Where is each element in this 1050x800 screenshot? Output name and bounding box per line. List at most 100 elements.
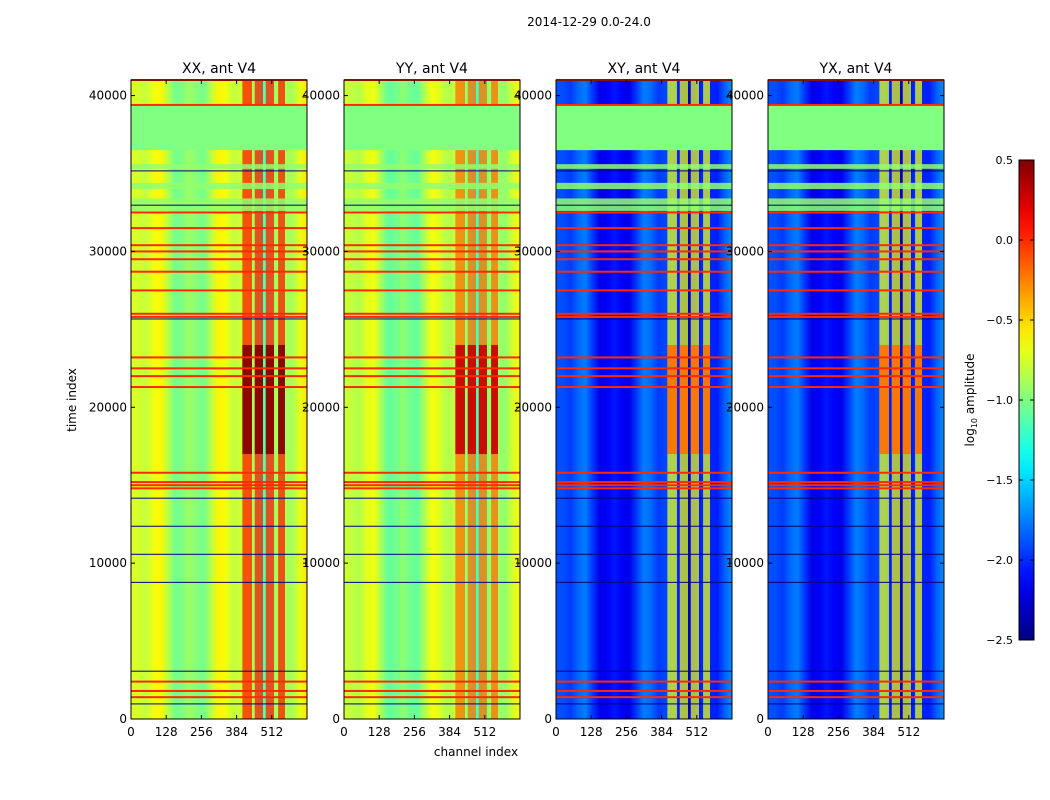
panel-frame bbox=[130, 79, 308, 720]
dark-row bbox=[556, 581, 732, 583]
rfi-hot-region bbox=[254, 344, 263, 455]
rfi-hot-region bbox=[902, 344, 911, 455]
bright-row bbox=[344, 211, 520, 214]
dark-row bbox=[556, 670, 732, 672]
bright-row bbox=[344, 270, 520, 273]
y-tick-label: 20000 bbox=[89, 400, 127, 414]
dark-row bbox=[344, 170, 520, 172]
bright-row bbox=[344, 315, 520, 318]
panel-3: XY, ant V4 0 128 256 384 512 0 10000 20000 30000 4… bbox=[514, 61, 733, 739]
dark-row bbox=[344, 204, 520, 206]
rfi-hot-region bbox=[679, 344, 688, 455]
gap-band bbox=[556, 182, 732, 190]
rfi-hot-region bbox=[491, 344, 498, 455]
gap-band bbox=[556, 164, 732, 169]
bright-row bbox=[131, 386, 307, 389]
dark-row bbox=[344, 581, 520, 583]
colorbar-label: log10 amplitude bbox=[963, 354, 979, 447]
bright-row bbox=[344, 689, 520, 692]
panel-frame bbox=[343, 79, 521, 720]
bright-row bbox=[131, 211, 307, 214]
bright-row bbox=[344, 258, 520, 261]
rfi-hot-region bbox=[690, 344, 699, 455]
dark-row bbox=[768, 525, 944, 527]
colorbar-tick-label: −2.0 bbox=[986, 554, 1013, 567]
bright-row bbox=[344, 680, 520, 683]
bright-row bbox=[344, 250, 520, 253]
bright-row bbox=[344, 375, 520, 378]
rfi-hot-region bbox=[891, 344, 900, 455]
bright-row bbox=[768, 367, 944, 370]
bright-row bbox=[344, 367, 520, 370]
bright-row bbox=[556, 315, 732, 318]
panels: XX, ant V4 0 128 256 384 512 0 10000 20000 30000 4… bbox=[89, 61, 945, 739]
x-tick-label: 128 bbox=[580, 725, 603, 739]
bright-row bbox=[768, 356, 944, 359]
gap-band bbox=[344, 164, 520, 169]
dark-row bbox=[768, 581, 944, 583]
colorbar-tick-label: 0.5 bbox=[996, 154, 1014, 167]
dark-row bbox=[131, 581, 307, 583]
bright-row bbox=[556, 680, 732, 683]
rfi-hot-region bbox=[703, 344, 710, 455]
x-tick-label: 0 bbox=[552, 725, 560, 739]
colorbar-tick-label: −1.0 bbox=[986, 394, 1013, 407]
bright-row bbox=[131, 244, 307, 247]
y-tick-label: 20000 bbox=[302, 400, 340, 414]
bright-row bbox=[131, 103, 307, 106]
rfi-hot-region bbox=[667, 344, 677, 455]
y-tick-label: 0 bbox=[544, 712, 552, 726]
bright-row bbox=[768, 471, 944, 474]
dark-row bbox=[131, 703, 307, 705]
x-tick-label: 512 bbox=[260, 725, 283, 739]
bright-row bbox=[768, 696, 944, 699]
bright-row bbox=[556, 103, 732, 106]
gap-band bbox=[131, 164, 307, 169]
y-tick-label: 10000 bbox=[302, 556, 340, 570]
panel-frame bbox=[767, 79, 945, 720]
panel-title: YX, ant V4 bbox=[819, 61, 893, 77]
y-tick-label: 40000 bbox=[89, 89, 127, 103]
bright-row bbox=[131, 250, 307, 253]
panel-4: YX, ant V4 0 128 256 384 512 0 10000 20000 30000 4… bbox=[726, 61, 945, 739]
bright-row bbox=[556, 471, 732, 474]
bright-row bbox=[131, 367, 307, 370]
rfi-hot-region bbox=[879, 344, 889, 455]
bright-row bbox=[131, 487, 307, 490]
bright-row bbox=[768, 315, 944, 318]
x-tick-label: 128 bbox=[368, 725, 391, 739]
y-tick-label: 40000 bbox=[302, 89, 340, 103]
bright-row bbox=[556, 689, 732, 692]
x-tick-label: 384 bbox=[650, 725, 673, 739]
flagged-band bbox=[344, 104, 520, 151]
bright-row bbox=[131, 258, 307, 261]
y-tick-label: 0 bbox=[332, 712, 340, 726]
bright-row bbox=[344, 244, 520, 247]
dark-row bbox=[556, 525, 732, 527]
bright-row bbox=[131, 227, 307, 230]
dark-row bbox=[131, 525, 307, 527]
x-tick-label: 512 bbox=[685, 725, 708, 739]
bright-row bbox=[131, 689, 307, 692]
dark-row bbox=[344, 670, 520, 672]
panel-title: YY, ant V4 bbox=[395, 61, 468, 77]
dark-row bbox=[344, 703, 520, 705]
dark-row bbox=[768, 553, 944, 555]
dark-row bbox=[768, 497, 944, 499]
bright-row bbox=[768, 250, 944, 253]
bright-row bbox=[768, 289, 944, 292]
bright-row bbox=[344, 356, 520, 359]
bright-row bbox=[768, 487, 944, 490]
bright-row bbox=[131, 312, 307, 315]
bright-row bbox=[556, 211, 732, 214]
x-tick-label: 512 bbox=[897, 725, 920, 739]
dark-row bbox=[344, 553, 520, 555]
bright-row bbox=[768, 680, 944, 683]
y-tick-label: 10000 bbox=[89, 556, 127, 570]
bright-row bbox=[768, 481, 944, 484]
panel-title: XY, ant V4 bbox=[608, 61, 681, 77]
bright-row bbox=[131, 270, 307, 273]
x-tick-label: 256 bbox=[615, 725, 638, 739]
bright-row bbox=[768, 270, 944, 273]
